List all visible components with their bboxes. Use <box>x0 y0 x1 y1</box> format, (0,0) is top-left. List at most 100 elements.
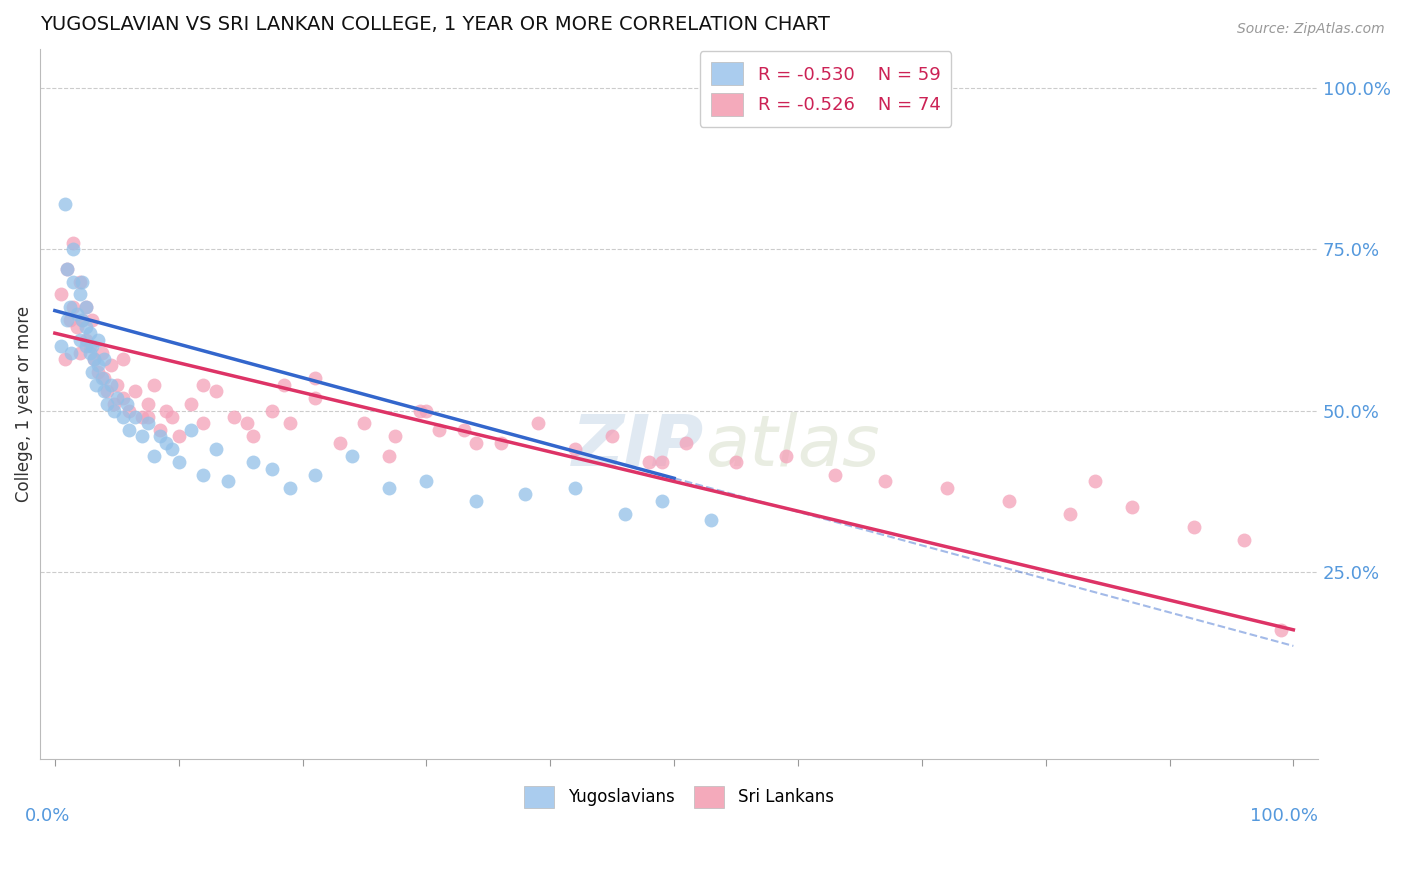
Point <box>93 371 115 385</box>
Point <box>80 365 103 379</box>
Point <box>62 243 84 257</box>
Point <box>167 455 190 469</box>
Point <box>75 301 97 315</box>
Point <box>162 409 184 424</box>
Point <box>278 481 301 495</box>
Point <box>49 287 72 301</box>
Point <box>79 326 101 341</box>
Point <box>56 261 79 276</box>
Point <box>83 351 105 366</box>
Point <box>242 455 264 469</box>
Point <box>384 429 406 443</box>
Point <box>56 261 79 276</box>
Point <box>79 339 101 353</box>
Point <box>87 333 110 347</box>
Point <box>304 371 326 385</box>
Point <box>62 235 84 250</box>
Point <box>1059 507 1081 521</box>
Point <box>142 449 165 463</box>
Point <box>142 377 165 392</box>
Point <box>93 351 115 366</box>
Point <box>651 455 673 469</box>
Point <box>87 365 110 379</box>
Point <box>66 319 89 334</box>
Point <box>997 493 1019 508</box>
Point <box>167 429 190 443</box>
Point <box>90 345 112 359</box>
Point <box>775 449 797 463</box>
Point <box>217 475 239 489</box>
Point <box>115 397 138 411</box>
Point <box>193 468 215 483</box>
Point <box>527 417 550 431</box>
Point <box>131 409 153 424</box>
Point <box>260 403 283 417</box>
Point <box>80 339 103 353</box>
Point <box>205 384 228 399</box>
Point <box>69 287 91 301</box>
Point <box>136 417 159 431</box>
Point <box>651 493 673 508</box>
Point <box>111 391 134 405</box>
Point <box>70 313 93 327</box>
Point <box>278 417 301 431</box>
Point <box>83 351 105 366</box>
Point <box>96 397 118 411</box>
Point <box>1182 519 1205 533</box>
Point <box>49 339 72 353</box>
Point <box>1121 500 1143 515</box>
Point <box>180 397 202 411</box>
Point <box>353 417 375 431</box>
Point <box>69 333 91 347</box>
Point <box>415 475 437 489</box>
Point <box>613 507 636 521</box>
Text: ZIP: ZIP <box>572 412 704 481</box>
Point <box>453 423 475 437</box>
Point <box>180 423 202 437</box>
Point <box>149 429 172 443</box>
Point <box>124 409 146 424</box>
Point <box>260 461 283 475</box>
Text: atlas: atlas <box>704 412 879 481</box>
Point <box>93 384 115 399</box>
Point <box>105 377 128 392</box>
Point <box>724 455 747 469</box>
Point <box>56 313 79 327</box>
Point <box>70 275 93 289</box>
Point <box>193 377 215 392</box>
Point <box>193 417 215 431</box>
Point <box>136 409 159 424</box>
Point <box>1084 475 1107 489</box>
Point <box>111 351 134 366</box>
Point <box>155 435 177 450</box>
Point <box>824 468 846 483</box>
Point <box>378 449 401 463</box>
Point <box>242 429 264 443</box>
Point <box>329 435 352 450</box>
Point <box>378 481 401 495</box>
Point <box>75 339 97 353</box>
Point <box>75 333 97 347</box>
Point <box>118 423 141 437</box>
Point <box>700 513 723 527</box>
Point <box>600 429 623 443</box>
Point <box>489 435 512 450</box>
Point <box>409 403 432 417</box>
Point <box>564 481 586 495</box>
Point <box>427 423 450 437</box>
Point <box>100 377 122 392</box>
Point <box>515 487 537 501</box>
Point <box>236 417 259 431</box>
Point <box>304 468 326 483</box>
Point <box>69 275 91 289</box>
Point <box>118 403 141 417</box>
Point <box>124 384 146 399</box>
Point <box>70 313 93 327</box>
Point <box>304 391 326 405</box>
Point <box>155 403 177 417</box>
Point <box>465 493 488 508</box>
Point <box>465 435 488 450</box>
Point <box>79 345 101 359</box>
Point <box>80 313 103 327</box>
Point <box>59 301 82 315</box>
